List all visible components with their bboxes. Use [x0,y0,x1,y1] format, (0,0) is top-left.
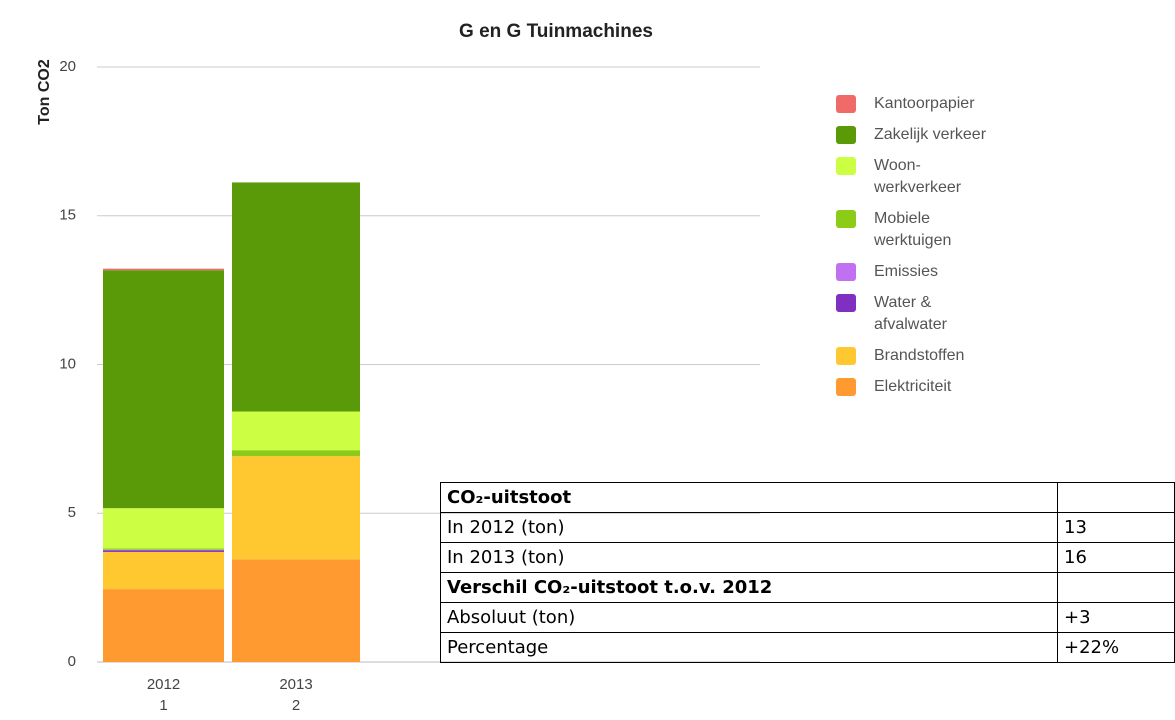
bar-segment [232,450,360,457]
table-row: CO₂-uitstoot [440,482,1175,513]
legend-swatch [836,210,856,228]
legend-label: Brandstoffen [874,347,965,364]
bar-segment [232,411,360,451]
table-cell: 13 [1057,512,1175,543]
table-row: In 2013 (ton) 16 [440,542,1175,573]
table-cell: CO₂-uitstoot [440,482,1058,513]
bar-segment [232,456,360,560]
legend-item: Elektriciteit [836,376,1011,398]
y-tick-label: 20 [59,58,76,75]
legend-item: Water & afvalwater [836,292,1011,336]
legend-item: Emissies [836,261,1011,283]
x-tick-label: 2013 [279,676,312,693]
y-axis-label: Ton CO2 [36,59,53,125]
legend-item: Mobiele werktuigen [836,208,1011,252]
legend-label: Zakelijk verkeer [874,126,987,143]
y-tick-label: 5 [68,504,76,521]
chart-title: G en G Tuinmachines [459,21,653,42]
legend-label: Emissies [874,263,939,280]
legend-label: Woon-werkverkeer [874,157,962,196]
legend-swatch [836,347,856,365]
bar-segment [232,182,360,412]
legend-label: Water & afvalwater [874,294,947,333]
table-cell [1057,482,1175,513]
legend-swatch [836,157,856,175]
table-row: Absoluut (ton) +3 [440,602,1175,633]
bar-segment [103,548,224,550]
legend-item: Kantoorpapier [836,93,1011,115]
legend-swatch [836,294,856,312]
bar-segment [103,551,224,590]
legend-swatch [836,378,856,396]
table-cell: Absoluut (ton) [440,602,1058,633]
bar-segment [103,589,224,662]
bar-segment [103,549,224,551]
legend-swatch [836,263,856,281]
table-cell: +22% [1057,632,1175,663]
table-cell: Percentage [440,632,1058,663]
x-tick-label: 2012 [147,676,180,693]
legend-label: Mobiele werktuigen [874,210,952,249]
x-tick-sublabel: 1 [159,697,167,714]
y-tick-label: 15 [59,207,76,224]
table-cell: 16 [1057,542,1175,573]
legend: Kantoorpapier Zakelijk verkeer Woon-werkve… [836,93,1011,407]
x-tick-sublabel: 2 [292,697,300,714]
y-tick-label: 10 [59,355,76,372]
y-tick-label: 0 [68,653,76,670]
table-cell: In 2013 (ton) [440,542,1058,573]
bar-segment [103,508,224,549]
legend-label: Elektriciteit [874,378,952,395]
legend-swatch [836,126,856,144]
bar-segment [232,559,360,662]
legend-item: Zakelijk verkeer [836,124,1011,146]
table-row: In 2012 (ton) 13 [440,512,1175,543]
legend-swatch [836,95,856,113]
table-row: Percentage +22% [440,632,1175,663]
summary-table: CO₂-uitstoot In 2012 (ton) 13 In 2013 (ton)… [440,482,1175,663]
bar-segment [103,270,224,509]
legend-item: Woon-werkverkeer [836,155,1011,199]
table-cell: In 2012 (ton) [440,512,1058,543]
legend-item: Brandstoffen [836,345,1011,367]
bar-segment [103,550,224,552]
table-cell: +3 [1057,602,1175,633]
table-cell: Verschil CO₂-uitstoot t.o.v. 2012 [440,572,1058,603]
legend-label: Kantoorpapier [874,95,975,112]
bar-segment [103,268,224,271]
table-row: Verschil CO₂-uitstoot t.o.v. 2012 [440,572,1175,603]
table-cell [1057,572,1175,603]
